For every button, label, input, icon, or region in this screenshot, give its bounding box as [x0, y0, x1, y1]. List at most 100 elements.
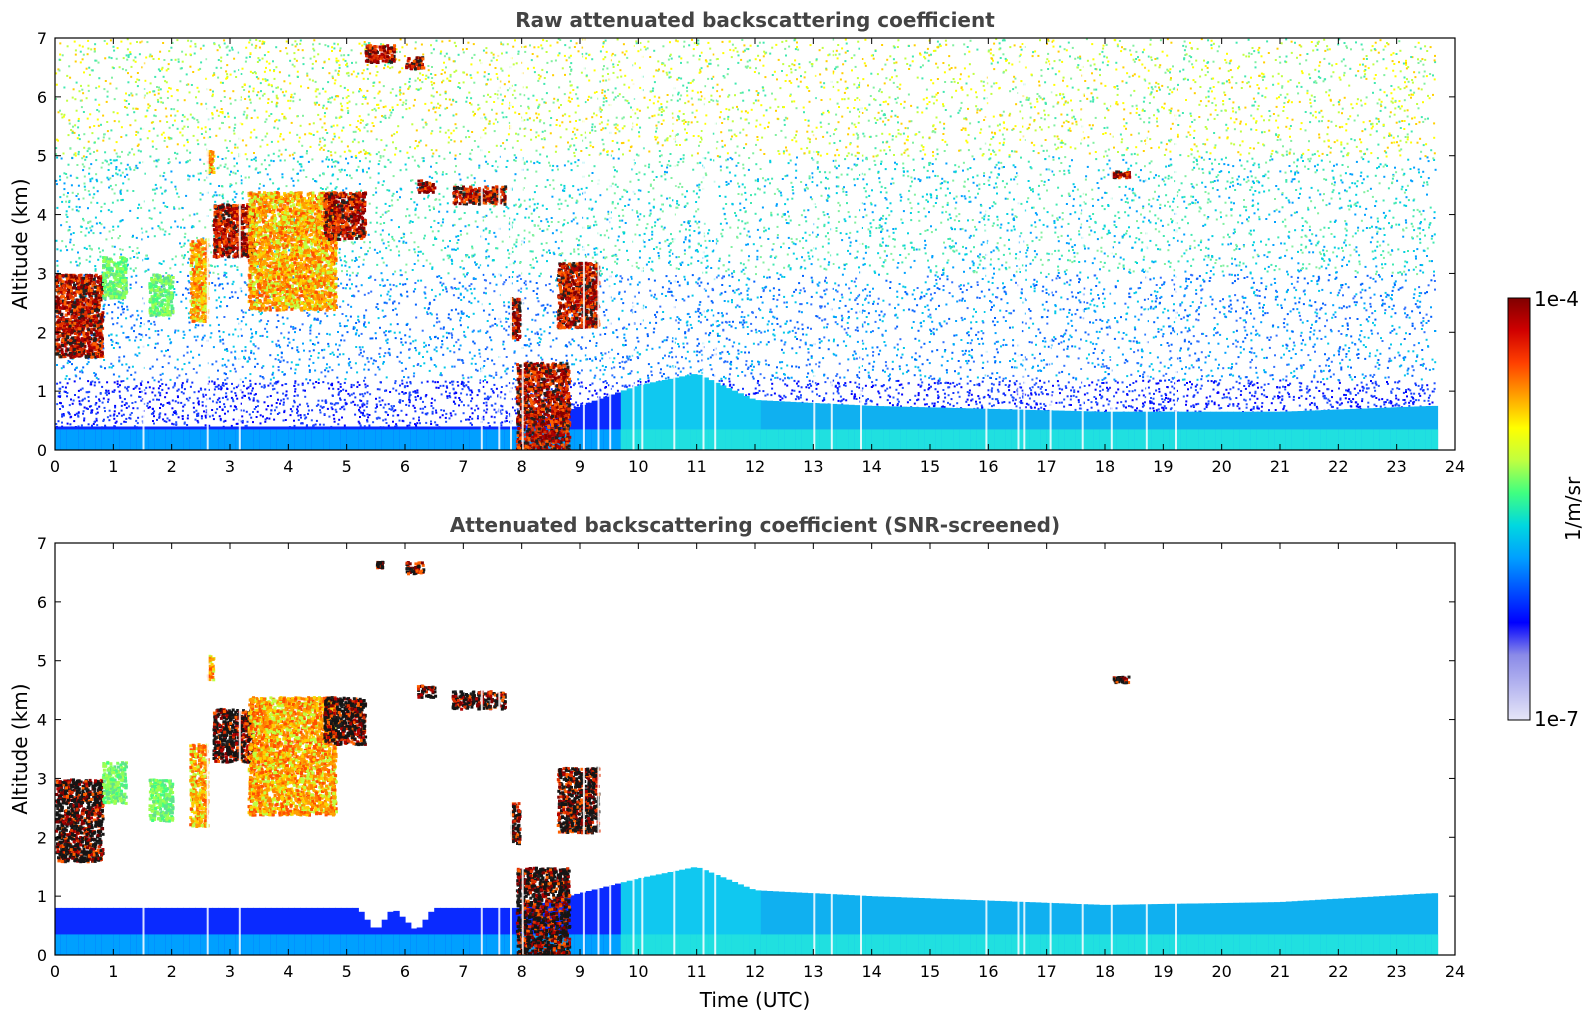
missing-profiles: [142, 543, 1177, 955]
boundary-layer: [55, 867, 1439, 955]
x-tick-label: 10: [628, 962, 648, 981]
cloud-layer: [55, 778, 105, 864]
x-tick-label: 17: [1036, 962, 1056, 981]
cloud-layer: [515, 361, 572, 450]
cloud-layer: [1111, 170, 1132, 180]
panel-raw-ticks: 0 1 2 3 4 5 6 7 8 9 10 11 12 13 14 15 16 17 18 19 20 21 22 23 24…: [37, 29, 1465, 476]
x-tick-label: 4: [283, 962, 293, 981]
cloud-layer: [148, 273, 175, 317]
panel-screened-plot-area: [55, 543, 1455, 955]
cloud-layer: [405, 56, 426, 71]
cloud-layer: [451, 690, 507, 711]
panel-screened: Attenuated backscattering coefficient (S…: [8, 513, 1465, 1012]
x-tick-label: 18: [1095, 457, 1115, 476]
x-tick-label: 11: [686, 457, 706, 476]
x-tick-label: 14: [861, 962, 881, 981]
cloud-layer: [510, 297, 522, 342]
x-tick-label: 4: [283, 457, 293, 476]
cloud-layer: [556, 766, 601, 835]
colorbar-max-label: 1e-4: [1534, 287, 1579, 311]
cloud-layer: [323, 191, 368, 242]
y-tick-label: 6: [37, 88, 47, 107]
colorbar-scale: [1507, 297, 1531, 721]
y-tick-label: 7: [37, 29, 47, 48]
x-tick-label: 1: [108, 962, 118, 981]
x-tick-label: 16: [978, 962, 998, 981]
cloud-layer: [247, 191, 338, 312]
cloud-layer: [515, 866, 572, 955]
x-tick-label: 22: [1328, 457, 1348, 476]
x-tick-label: 15: [920, 962, 940, 981]
y-tick-label: 0: [37, 946, 47, 965]
x-tick-label: 7: [458, 962, 468, 981]
cloud-layer: [148, 778, 175, 823]
x-tick-label: 10: [628, 457, 648, 476]
x-tick-label: 9: [575, 962, 585, 981]
x-tick-label: 18: [1095, 962, 1115, 981]
y-tick-label: 3: [37, 769, 47, 788]
y-tick-label: 4: [37, 206, 47, 225]
x-tick-label: 8: [517, 962, 527, 981]
x-tick-label: 14: [861, 457, 881, 476]
x-tick-label: 24: [1445, 962, 1465, 981]
panel-screened-title: Attenuated backscattering coefficient (S…: [450, 513, 1060, 537]
x-tick-label: 12: [745, 457, 765, 476]
panel-raw-ylabel: Altitude (km): [8, 178, 32, 309]
cloud-layer: [206, 654, 216, 682]
x-tick-label: 0: [50, 457, 60, 476]
x-tick-label: 12: [745, 962, 765, 981]
cloud-layer: [405, 561, 426, 576]
x-tick-label: 6: [400, 457, 410, 476]
x-tick-label: 2: [167, 457, 177, 476]
x-tick-label: 21: [1270, 457, 1290, 476]
y-tick-label: 0: [37, 441, 47, 460]
cloud-layer: [364, 44, 397, 64]
panel-screened-ticks: 0 1 2 3 4 5 6 7 8 9 10 11 12 13 14 15 16 17 18 19 20 21 22 23 24…: [37, 534, 1465, 981]
cloud-layer: [102, 256, 128, 300]
x-tick-label: 5: [342, 962, 352, 981]
y-tick-label: 3: [37, 264, 47, 283]
y-tick-label: 2: [37, 828, 47, 847]
x-tick-label: 0: [50, 962, 60, 981]
x-tick-label: 19: [1153, 457, 1173, 476]
panel-screened-ylabel: Altitude (km): [8, 683, 32, 814]
x-tick-label: 23: [1386, 457, 1406, 476]
x-tick-label: 17: [1036, 457, 1056, 476]
y-tick-label: 4: [37, 711, 47, 730]
x-tick-label: 13: [803, 962, 823, 981]
x-tick-label: 3: [225, 457, 235, 476]
y-tick-label: 1: [37, 887, 47, 906]
cloud-layer: [101, 760, 128, 805]
x-tick-label: 20: [1211, 962, 1231, 981]
x-tick-label: 24: [1445, 457, 1465, 476]
y-tick-label: 5: [37, 147, 47, 166]
panel-raw-plot-area: [55, 38, 1455, 450]
x-tick-label: 2: [167, 962, 177, 981]
x-tick-label: 13: [803, 457, 823, 476]
colorbar-units-label: 1/m/sr: [1561, 476, 1585, 541]
x-tick-label: 20: [1211, 457, 1231, 476]
y-tick-label: 6: [37, 593, 47, 612]
cloud-layer: [1111, 675, 1131, 685]
cloud-layer: [417, 179, 437, 194]
panel-raw-title: Raw attenuated backscattering coefficien…: [515, 8, 995, 32]
x-tick-label: 5: [342, 457, 352, 476]
x-tick-label: 3: [225, 962, 235, 981]
cloud-layer: [416, 684, 438, 699]
cloud-layer: [452, 185, 508, 206]
panel-screened-xlabel: Time (UTC): [699, 988, 811, 1012]
cloud-layer: [323, 696, 368, 747]
x-tick-label: 15: [920, 457, 940, 476]
x-tick-label: 7: [458, 457, 468, 476]
x-tick-label: 8: [517, 457, 527, 476]
panel-raw: Raw attenuated backscattering coefficien…: [8, 8, 1465, 476]
x-tick-label: 1: [108, 457, 118, 476]
y-tick-label: 2: [37, 323, 47, 342]
x-tick-label: 22: [1328, 962, 1348, 981]
y-tick-label: 1: [37, 382, 47, 401]
x-tick-label: 21: [1270, 962, 1290, 981]
colorbar: 1e-4 1e-7 1/m/sr: [1507, 287, 1585, 731]
missing-profiles: [142, 38, 1177, 450]
cloud-layer: [55, 273, 105, 359]
